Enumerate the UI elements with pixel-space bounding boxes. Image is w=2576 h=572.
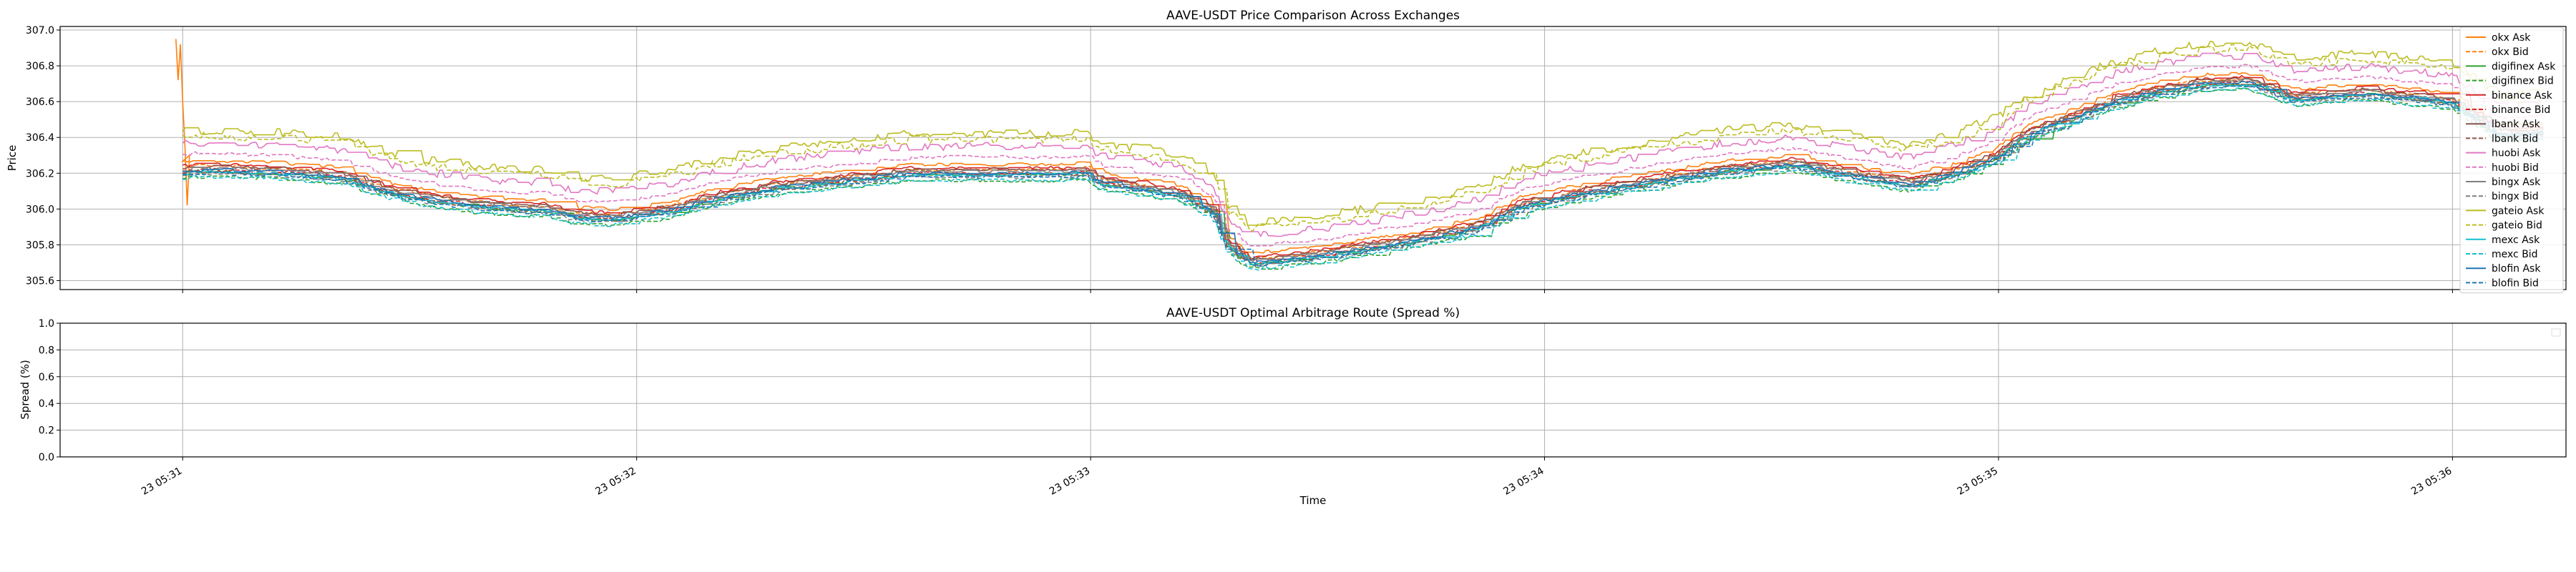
series-line-lbank-bid	[182, 82, 2544, 266]
spread-chart-x-ticks: 23 05:31 23 05:32 23 05:33 23 05:34 23 05:35…	[140, 457, 2454, 498]
spread-x-tick-label: 23 05:36	[2409, 465, 2454, 498]
spread-y-tick-label: 0.2	[39, 425, 54, 437]
legend-label: lbank Bid	[2492, 133, 2538, 144]
series-line-bingx-bid	[182, 84, 2544, 267]
spread-y-tick-label: 0.6	[39, 372, 54, 383]
price-y-tick-label: 306.2	[26, 168, 54, 179]
spread-y-tick-label: 0.4	[39, 398, 54, 410]
spread-chart-title: AAVE-USDT Optimal Arbitrage Route (Sprea…	[1166, 306, 1460, 320]
legend-label: huobi Bid	[2492, 162, 2539, 174]
legend-label: binance Ask	[2492, 90, 2553, 102]
legend-label: blofin Bid	[2492, 277, 2539, 289]
series-line-huobi-ask	[182, 52, 2544, 238]
spread-chart-x-label: Time	[1299, 494, 1327, 507]
legend-label: digifinex Ask	[2492, 61, 2556, 72]
series-line-okx-ask	[175, 39, 2544, 254]
series-line-digifinex-bid	[182, 88, 2544, 270]
price-y-tick-label: 306.8	[26, 61, 54, 72]
legend: okx Ask okx Bid digifinex Ask digifinex Bid…	[2459, 26, 2564, 294]
legend-label: bingx Bid	[2492, 191, 2539, 202]
spread-x-tick-label: 23 05:35	[1956, 465, 2000, 498]
spread-y-tick-label: 0.8	[39, 345, 54, 356]
series-line-huobi-bid	[182, 64, 2544, 247]
legend-label: bingx Ask	[2492, 177, 2541, 188]
spread-x-tick-label: 23 05:34	[1501, 465, 1546, 498]
legend-label: huobi Ask	[2492, 148, 2541, 159]
price-y-tick-label: 306.4	[26, 132, 54, 144]
spread-x-tick-label: 23 05:32	[593, 465, 638, 498]
legend-label: digifinex Bid	[2492, 76, 2554, 87]
price-y-tick-label: 305.6	[26, 275, 54, 287]
price-y-tick-label: 306.6	[26, 97, 54, 108]
legend-label: mexc Bid	[2492, 249, 2538, 260]
price-chart-y-label: Price	[6, 145, 19, 172]
series-line-blofin-ask	[182, 81, 2544, 264]
price-chart-title: AAVE-USDT Price Comparison Across Exchan…	[1166, 9, 1460, 23]
price-chart-y-ticks: 305.6 305.8 306.0 306.2 306.4 306.6 306.8 307.0	[26, 25, 60, 287]
price-chart-frame	[59, 26, 2567, 290]
legend-label: okx Bid	[2492, 46, 2529, 58]
spread-chart-frame	[59, 322, 2567, 458]
series-line-binance-ask	[182, 74, 2544, 260]
series-line-okx-bid	[182, 77, 2544, 261]
spread-chart-grid	[60, 322, 2566, 458]
price-y-tick-label: 307.0	[26, 25, 54, 36]
legend-label: gateio Bid	[2492, 220, 2542, 232]
empty-legend-box	[2551, 328, 2561, 337]
spread-chart-y-label: Spread (%)	[19, 360, 31, 420]
series-line-gateio-ask	[182, 41, 2544, 226]
spread-y-tick-label: 0.0	[39, 452, 54, 463]
spread-y-tick-label: 1.0	[39, 318, 54, 330]
price-y-tick-label: 306.0	[26, 204, 54, 215]
spread-chart-y-ticks: 0.0 0.2 0.4 0.6 0.8 1.0	[39, 318, 60, 463]
series-line-mexc-bid	[182, 87, 2544, 271]
legend-label: lbank Ask	[2492, 119, 2541, 130]
spread-x-tick-label: 23 05:31	[140, 465, 184, 498]
series-line-blofin-bid	[182, 85, 2544, 268]
legend-label: okx Ask	[2492, 32, 2531, 44]
legend-label: blofin Ask	[2492, 263, 2541, 275]
price-chart-x-ticks	[182, 290, 2453, 293]
series-line-digifinex-ask	[182, 82, 2544, 265]
spread-x-tick-label: 23 05:33	[1048, 465, 1092, 498]
price-y-tick-label: 305.8	[26, 240, 54, 251]
series-line-mexc-ask	[182, 83, 2544, 266]
legend-box	[2459, 26, 2564, 294]
price-chart: AAVE-USDT Price Comparison Across Exchan…	[6, 9, 2567, 294]
series-line-lbank-ask	[182, 77, 2544, 260]
legend-label: gateio Ask	[2492, 205, 2545, 217]
legend-label: binance Bid	[2492, 104, 2550, 116]
legend-label: mexc Ask	[2492, 235, 2540, 246]
price-chart-series	[175, 39, 2544, 271]
series-line-gateio-bid	[182, 44, 2544, 232]
spread-chart: AAVE-USDT Optimal Arbitrage Route (Sprea…	[19, 306, 2567, 507]
